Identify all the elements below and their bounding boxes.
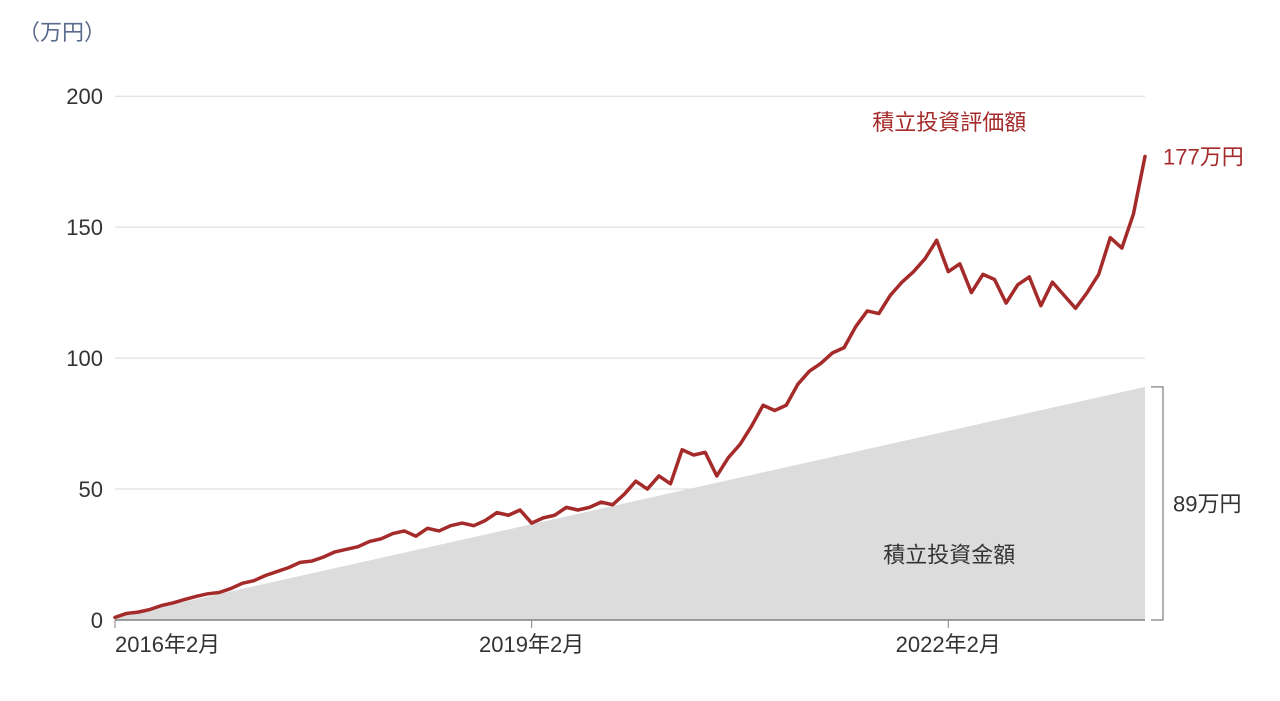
area-series-label: 積立投資金額 <box>883 542 1015 567</box>
area-end-callout: 89万円 <box>1173 491 1241 516</box>
y-tick-label: 200 <box>66 84 103 109</box>
y-tick-label: 0 <box>91 608 103 633</box>
y-axis-unit-label: （万円） <box>18 20 106 45</box>
x-tick-label: 2019年2月 <box>479 632 584 657</box>
x-tick-label: 2022年2月 <box>896 632 1001 657</box>
x-tick-label: 2016年2月 <box>115 632 220 657</box>
chart-svg: 0 50 100 150 200 （万円） 積立投資金額 89万円 2016年2月 2019年2月… <box>0 0 1280 701</box>
y-tick-label: 100 <box>66 346 103 371</box>
y-tick-label: 150 <box>66 215 103 240</box>
area-end-bracket <box>1151 387 1163 620</box>
line-end-callout: 177万円 <box>1163 144 1244 169</box>
investment-chart: 0 50 100 150 200 （万円） 積立投資金額 89万円 2016年2月 2019年2月… <box>0 0 1280 701</box>
line-series-label: 積立投資評価額 <box>872 110 1026 135</box>
y-tick-label: 50 <box>79 477 103 502</box>
area-series-principal <box>115 387 1145 620</box>
